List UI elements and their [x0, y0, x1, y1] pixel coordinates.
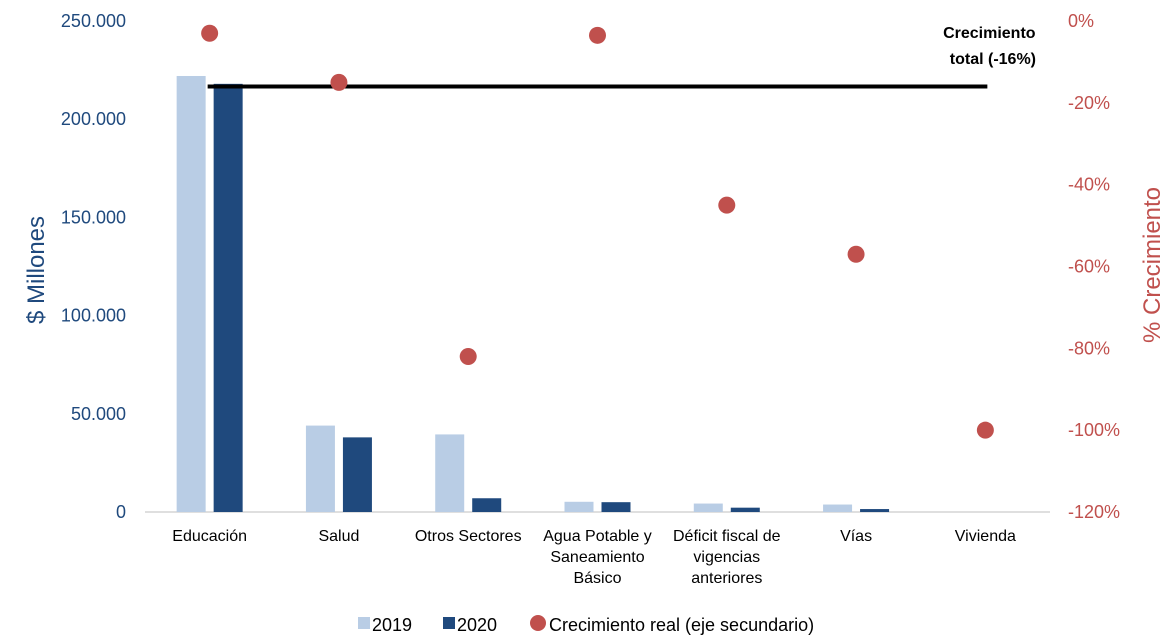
- category-label: Vivienda: [955, 528, 1016, 545]
- category-label: Saneamiento: [550, 549, 644, 566]
- right-tick-label: -20%: [1068, 93, 1110, 113]
- total-growth-annotation: Crecimiento total (-16%): [943, 25, 1040, 68]
- growth-point: [201, 24, 219, 42]
- category-label: Vías: [840, 528, 872, 545]
- right-tick-label: -120%: [1068, 502, 1120, 522]
- left-tick-label: 0: [116, 502, 126, 522]
- bars-group: [176, 75, 890, 513]
- right-tick-label: -80%: [1068, 338, 1110, 358]
- bar-2020: [860, 509, 890, 512]
- bar-2020: [601, 502, 631, 512]
- left-tick-label: 150.000: [61, 207, 126, 227]
- right-tick-label: -60%: [1068, 257, 1110, 277]
- category-label: Déficit fiscal de: [673, 528, 781, 545]
- growth-point: [976, 421, 994, 439]
- annotation-line-1: Crecimiento: [943, 25, 1036, 42]
- legend-label: 2020: [457, 615, 497, 635]
- left-tick-label: 200.000: [61, 109, 126, 129]
- right-tick-label: 0%: [1068, 11, 1094, 31]
- category-label: Educación: [172, 528, 247, 545]
- category-label: Salud: [318, 528, 359, 545]
- bar-2020: [472, 498, 502, 512]
- bar-2019: [823, 504, 853, 512]
- bar-2019: [305, 425, 335, 512]
- growth-point: [847, 245, 865, 263]
- right-tick-label: -40%: [1068, 175, 1110, 195]
- left-tick-label: 250.000: [61, 11, 126, 31]
- growth-point: [718, 196, 736, 214]
- category-label: Otros Sectores: [415, 528, 522, 545]
- legend-label: Crecimiento real (eje secundario): [549, 615, 814, 635]
- bar-2019: [435, 434, 465, 512]
- left-tick-label: 50.000: [71, 404, 126, 424]
- category-label: Básico: [573, 570, 621, 587]
- bar-2019: [693, 503, 723, 512]
- legend-swatch: [530, 615, 546, 631]
- legend-swatch: [358, 617, 370, 629]
- legend-swatch: [443, 617, 455, 629]
- bar-2019: [176, 75, 206, 512]
- growth-point: [330, 73, 348, 91]
- category-label: vigencias: [693, 549, 760, 566]
- annotation-line-2: total (-16%): [950, 51, 1036, 68]
- bar-2020: [342, 437, 372, 512]
- left-tick-label: 100.000: [61, 306, 126, 326]
- bar-2020: [213, 83, 243, 513]
- category-label: Agua Potable y: [543, 528, 652, 545]
- growth-points-group: [201, 24, 994, 439]
- bar-2019: [564, 501, 594, 512]
- y-axis-title-right: % Crecimiento: [1139, 187, 1166, 343]
- legend: 2019 2020 Crecimiento real (eje secundario…: [358, 615, 814, 635]
- growth-point: [589, 26, 606, 44]
- category-labels: Educación Salud Otros Sectores Agua Potable…: [172, 528, 1016, 587]
- legend-label: 2019: [372, 615, 412, 635]
- growth-point: [459, 348, 477, 366]
- y-axis-title-left: $ Millones: [23, 216, 50, 324]
- category-label: anteriores: [691, 570, 762, 587]
- bar-2020: [730, 507, 760, 512]
- right-axis-ticks: -120% -100% -80% -60% -40% -20% 0%: [1068, 11, 1120, 522]
- right-tick-label: -100%: [1068, 420, 1120, 440]
- left-axis-ticks: 0 50.000 100.000 150.000 200.000 250.000: [61, 11, 126, 522]
